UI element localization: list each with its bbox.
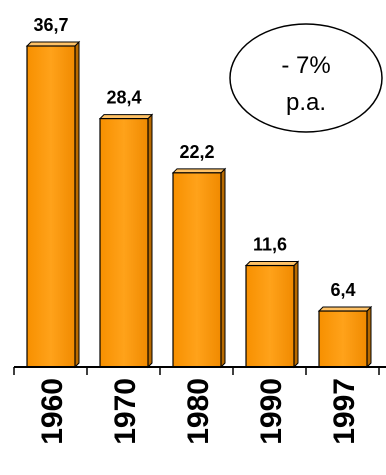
x-tick-label-1960: 1960 [36,378,69,445]
value-label-1980: 22,2 [179,142,214,162]
bar-front-1997 [318,310,368,368]
bar-front-1980 [172,172,222,368]
value-labels-group: 36,7 28,4 22,2 11,6 6,4 [33,15,355,300]
bar-1970 [98,113,154,369]
value-label-1990: 11,6 [253,235,287,255]
annotation-ellipse [229,23,383,133]
bar-side-1970 [147,113,153,369]
bar-top-1980 [171,168,227,174]
bars-group [25,40,373,369]
x-tick-label-1997: 1997 [328,378,361,445]
bar-front-1990 [245,264,295,368]
bar-1960 [25,40,81,369]
value-label-1997: 6,4 [330,280,355,300]
bar-1980 [171,167,227,369]
bar-front-1960 [26,45,76,368]
bar-1990 [244,260,300,369]
bar-top-1997 [317,306,373,312]
annotation-line-1: - 7% [281,52,330,79]
bar-side-1997 [366,305,372,369]
bar-side-1990 [293,260,299,369]
x-tick-label-1980: 1980 [182,378,215,445]
annotation: - 7% p.a. [229,23,383,133]
bar-1997 [317,305,373,369]
x-tick-label-1970: 1970 [109,378,142,445]
x-ticks-group [13,367,380,375]
bar-side-1980 [220,167,226,369]
x-tick-label-1990: 1990 [255,378,288,445]
bar-top-1990 [244,261,300,267]
value-label-1970: 28,4 [106,88,141,108]
bar-front-1970 [99,117,149,368]
value-label-1960: 36,7 [33,15,68,35]
annotation-line-2: p.a. [286,89,326,116]
x-tick-labels-group: 1960 1970 1980 1990 1997 [36,378,361,445]
